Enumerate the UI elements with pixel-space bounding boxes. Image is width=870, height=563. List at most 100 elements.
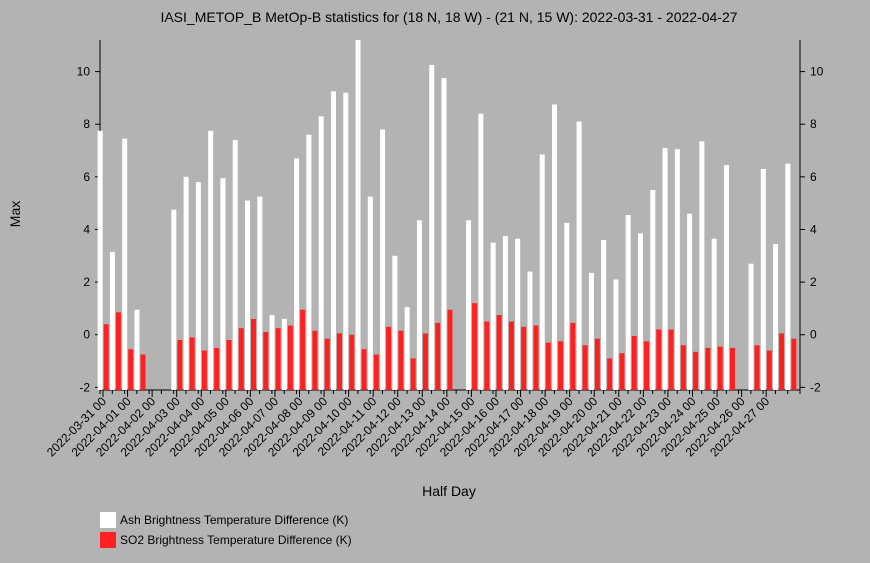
ash-bar [245,200,251,390]
y-tick-label-right: 6 [810,170,817,184]
so2-bar [508,321,514,390]
y-tick-label-left: 4 [83,222,90,236]
ash-bar [97,130,103,390]
so2-bar [336,333,342,390]
ash-bar [429,65,435,390]
legend-swatch-so2 [100,532,116,548]
y-tick-label-left: 2 [83,275,90,289]
ash-bar [711,238,717,390]
ash-bar [625,215,631,390]
ash-bar [539,154,545,390]
so2-bar [558,341,564,390]
y-tick-label-right: 8 [810,117,817,131]
ash-bar [183,176,189,390]
ash-bar [502,236,508,390]
so2-bar [263,332,269,390]
ash-bar [564,222,570,390]
so2-bar [398,330,404,390]
y-tick-label-left: 0 [83,328,90,342]
ash-bar [637,233,643,390]
ash-bar [392,255,398,390]
legend-label-so2: SO2 Brightness Temperature Difference (K… [120,533,352,547]
so2-bar [115,312,121,390]
ash-bar [650,190,656,390]
ash-bar [330,91,336,390]
ash-bar [171,209,177,390]
so2-bar [545,342,551,390]
so2-bar [472,303,478,390]
ash-bar [515,238,521,390]
y-tick-label-left: 10 [77,65,91,79]
ash-bar [195,182,201,390]
so2-bar [349,334,355,390]
so2-bar [717,346,723,390]
ash-bar [613,279,619,390]
so2-bar [386,326,392,390]
so2-bar [238,328,244,390]
y-tick-label-left: 6 [83,170,90,184]
ash-bar [355,40,361,390]
ash-bar [527,271,533,390]
so2-bar [422,333,428,390]
so2-bar [594,338,600,390]
so2-bar [435,322,441,390]
chart-title: IASI_METOP_B MetOp-B statistics for (18 … [160,9,737,25]
ash-bar [232,140,238,390]
ash-bar [588,272,594,390]
so2-bar [496,315,502,390]
ash-bar [122,138,128,390]
so2-bar [300,309,306,390]
ash-bar [576,121,582,390]
ash-bar [220,178,226,390]
ash-bar [490,242,496,390]
so2-bar [128,349,134,390]
so2-bar [582,345,588,390]
so2-bar [607,358,613,390]
y-tick-label-right: -2 [810,380,821,394]
so2-bar [484,321,490,390]
ash-bar [773,243,779,390]
so2-bar [287,325,293,390]
so2-bar [177,340,183,390]
ash-bar [601,240,607,390]
ash-bar [687,213,693,390]
so2-bar [189,337,195,390]
so2-bar [754,345,760,390]
so2-bar [779,333,785,390]
ash-bar [760,168,766,390]
legend-swatch-ash [100,512,116,528]
so2-bar [410,358,416,390]
ash-bar [208,130,214,390]
ash-bar [109,251,115,390]
ash-bar [380,129,386,390]
so2-bar [680,345,686,390]
ash-bar [674,149,680,390]
ash-bar [306,134,312,390]
y-tick-label-right: 2 [810,275,817,289]
ash-bar [441,78,447,390]
so2-bar [201,350,207,390]
ash-bar [367,196,373,390]
ash-bar [699,141,705,390]
ash-bar [662,147,668,390]
ash-bar [404,307,410,390]
y-tick-label-right: 10 [810,65,824,79]
ash-bar [478,113,484,391]
so2-bar [312,330,318,390]
ash-bar [294,158,300,390]
so2-bar [631,336,637,390]
so2-bar [693,351,699,390]
ash-bar [785,163,791,390]
so2-bar [570,322,576,390]
y-tick-label-right: 4 [810,222,817,236]
legend-label-ash: Ash Brightness Temperature Difference (K… [120,513,348,527]
so2-bar [521,326,527,390]
y-tick-label-left: 8 [83,117,90,131]
so2-bar [275,328,281,390]
so2-bar [214,347,220,390]
ash-bar [466,220,472,390]
so2-bar [226,340,232,390]
